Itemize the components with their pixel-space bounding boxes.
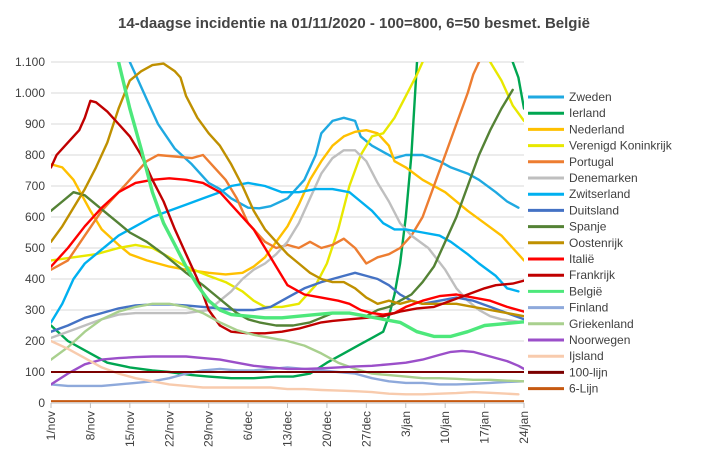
legend-label: Ierland (569, 106, 606, 120)
legend-item: Finland (528, 301, 608, 315)
legend-item: Zwitserland (528, 187, 630, 201)
legend-label: Ijsland (569, 349, 604, 363)
y-tick-label: 800 (25, 148, 45, 162)
x-tick-label: 8/nov (83, 411, 97, 440)
y-tick-label: 1.000 (15, 86, 45, 100)
series-line-denemarken (51, 149, 524, 340)
series-line-itali- (51, 177, 524, 316)
series-line-verenigd-koninkrijk (489, 62, 524, 123)
legend-label: Finland (569, 301, 608, 315)
x-tick-label: 24/jan (517, 411, 531, 444)
legend-label: Frankrijk (569, 268, 616, 282)
series-line-ijsland (51, 339, 520, 396)
series-line-belgi- (116, 62, 524, 339)
series-line-verenigd-koninkrijk (51, 62, 424, 309)
series-layer (51, 62, 524, 403)
legend-label: Verenigd Koninkrijk (569, 139, 673, 153)
series-line-zwitserland (51, 181, 520, 324)
legend-label: 6-Lijn (569, 382, 598, 396)
series-line-ierland (51, 62, 419, 380)
chart-title: 14-daagse incidentie na 01/11/2020 - 100… (118, 15, 590, 32)
legend-item: Ierland (528, 106, 606, 120)
legend-label: Denemarken (569, 171, 638, 185)
x-tick-label: 15/nov (123, 411, 137, 447)
y-tick-label: 500 (25, 241, 45, 255)
series-line-ierland (511, 62, 524, 110)
series-line-spanje (51, 88, 514, 327)
y-tick-label: 600 (25, 210, 45, 224)
x-tick-label: 22/nov (162, 411, 176, 447)
legend-item: Duitsland (528, 203, 619, 217)
legend-item: Zweden (528, 90, 612, 104)
legend-item: Portugal (528, 155, 614, 169)
x-tick-label: 29/nov (202, 411, 216, 447)
y-tick-label: 0 (38, 396, 45, 410)
series-line-frankrijk (51, 99, 524, 335)
y-tick-label: 100 (25, 365, 45, 379)
legend-label: Zwitserland (569, 187, 630, 201)
legend-item: 100-lijn (528, 365, 608, 379)
legend-item: België (528, 284, 603, 298)
legend-item: Frankrijk (528, 268, 616, 282)
legend-item: Verenigd Koninkrijk (528, 139, 673, 153)
legend-item: 6-Lijn (528, 382, 598, 396)
legend-label: Noorwegen (569, 333, 630, 347)
series-line-griekenland (51, 302, 524, 383)
legend-item: Italië (528, 252, 595, 266)
legend-item: Noorwegen (528, 333, 630, 347)
series-line-nederland (51, 129, 524, 276)
legend-item: Spanje (528, 220, 607, 234)
legend-label: Zweden (569, 90, 612, 104)
legend-label: Portugal (569, 155, 614, 169)
x-tick-label: 20/dec (320, 411, 334, 447)
legend-label: Nederland (569, 122, 624, 136)
y-tick-label: 900 (25, 117, 45, 131)
legend-label: Spanje (569, 220, 607, 234)
series-line-noorwegen (51, 349, 524, 386)
x-tick-label: 6/dec (241, 411, 255, 440)
y-tick-label: 200 (25, 334, 45, 348)
x-tick-label: 3/jan (399, 411, 413, 437)
legend-item: Griekenland (528, 317, 634, 331)
x-tick-label: 17/jan (478, 411, 492, 444)
legend-label: België (569, 284, 603, 298)
y-tick-label: 300 (25, 303, 45, 317)
legend-label: Griekenland (569, 317, 634, 331)
axes: 0 100 200 300 400 500 600 700 800 900 1.000 1.100 1/… (15, 55, 531, 447)
x-tick-label: 13/dec (281, 411, 295, 447)
series-line-finland (51, 366, 524, 388)
x-tick-label: 10/jan (438, 411, 452, 444)
legend: Zweden Ierland Nederland Verenigd Koninkrij… (528, 90, 673, 396)
series-line-zweden (128, 62, 520, 210)
legend-item: Ijsland (528, 349, 604, 363)
legend-label: Oostenrijk (569, 236, 624, 250)
y-tick-label: 400 (25, 272, 45, 286)
legend-label: 100-lijn (569, 365, 608, 379)
legend-item: Denemarken (528, 171, 638, 185)
x-tick-label: 27/dec (359, 411, 373, 447)
legend-label: Italië (569, 252, 595, 266)
legend-item: Oostenrijk (528, 236, 624, 250)
x-tick-label: 1/nov (44, 411, 58, 440)
legend-item: Nederland (528, 122, 624, 136)
y-tick-label: 1.100 (15, 55, 45, 69)
y-tick-label: 700 (25, 179, 45, 193)
legend-label: Duitsland (569, 203, 619, 217)
